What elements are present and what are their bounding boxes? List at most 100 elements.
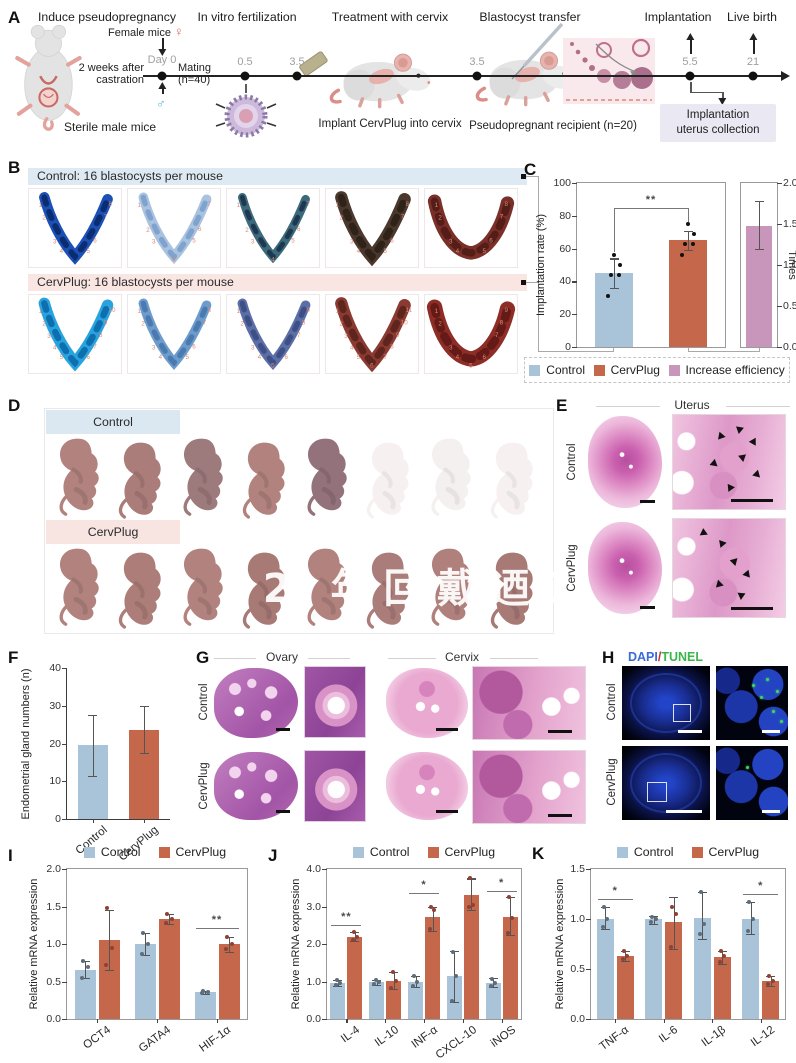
- data-point: [81, 959, 86, 964]
- ovary-zoom-cervplug: [304, 750, 366, 822]
- svg-text:2: 2: [245, 227, 249, 234]
- x-category-label: iNOS: [488, 1024, 518, 1050]
- svg-text:7: 7: [307, 201, 311, 208]
- control-swatch: [529, 364, 541, 376]
- error-cap: [164, 923, 174, 925]
- error-cap: [505, 934, 515, 936]
- x-tick: [346, 1019, 348, 1023]
- arrow-female-to-timeline: [162, 38, 164, 49]
- data-point: [109, 945, 114, 950]
- data-point: [139, 951, 144, 956]
- data-point: [372, 982, 377, 987]
- svg-text:7: 7: [203, 319, 207, 326]
- data-point: [449, 999, 454, 1004]
- y-tick: [777, 306, 782, 308]
- scale-bar: [436, 728, 458, 731]
- data-point: [201, 989, 206, 994]
- svg-text:11: 11: [406, 307, 413, 314]
- error-cap: [104, 910, 114, 912]
- error-cap: [411, 987, 420, 989]
- svg-text:7: 7: [495, 332, 499, 339]
- y-tick-label: 20: [49, 737, 61, 750]
- error-cap: [80, 977, 90, 979]
- data-point: [617, 272, 621, 277]
- data-point: [493, 980, 498, 985]
- cervix-overview-control: [386, 668, 468, 738]
- stage-treatment-cervix: Treatment with cervix: [331, 10, 449, 24]
- mating-label: Mating (n=40): [178, 62, 212, 86]
- svg-text:5: 5: [291, 237, 295, 244]
- x-category-label: INF-α: [409, 1024, 441, 1051]
- svg-text:5: 5: [483, 248, 487, 255]
- timeline-arrowhead: [781, 71, 790, 81]
- svg-text:1: 1: [138, 202, 142, 209]
- error-bar: [205, 990, 207, 994]
- timeline-dot-3-5a: [292, 71, 302, 81]
- pup-photo: [294, 435, 356, 518]
- svg-text:4: 4: [172, 257, 176, 264]
- divider: [308, 658, 350, 659]
- y-tick: [777, 183, 782, 185]
- bar-CervPlug-TNF-α: [616, 956, 634, 1019]
- error-bar: [144, 705, 146, 753]
- data-point: [351, 930, 356, 934]
- y-tick-label: 0: [565, 341, 571, 353]
- data-point: [337, 980, 342, 985]
- y-tick-label: 0.0: [46, 1013, 61, 1025]
- data-point: [649, 920, 654, 924]
- y-tick-label: 0.5: [783, 300, 796, 312]
- svg-text:4: 4: [357, 248, 361, 255]
- error-cap: [754, 248, 764, 250]
- data-point: [466, 904, 471, 909]
- bar-CervPlug-IL-1β: [713, 957, 731, 1019]
- svg-text:1: 1: [138, 308, 142, 315]
- panel-d-label: D: [8, 396, 21, 415]
- connector-square-control: [521, 174, 526, 179]
- error-cap: [372, 984, 382, 986]
- bracket-v2: [722, 92, 724, 98]
- stage-implantation: Implantation: [644, 10, 712, 24]
- data-point: [205, 990, 210, 994]
- svg-text:8: 8: [208, 307, 212, 314]
- stage-blastocyst-transfer: Blastocyst transfer: [479, 10, 581, 24]
- panel-a-illustration: [15, 22, 655, 138]
- svg-text:4: 4: [350, 344, 354, 351]
- y-tick-label: 2.0: [783, 177, 796, 189]
- tunel-zoom-control: [716, 666, 788, 740]
- efficiency-swatch: [668, 364, 680, 376]
- error-bar: [673, 897, 675, 949]
- svg-text:6: 6: [87, 354, 91, 361]
- bar-Control-IL-6: [645, 919, 663, 1019]
- bar-Control-GATA4: [134, 944, 156, 1019]
- panel-g-row-control: Control: [198, 683, 210, 721]
- svg-text:2: 2: [339, 214, 343, 221]
- error-cap: [104, 970, 114, 972]
- connector-line: [538, 351, 614, 352]
- tunel-overview-control: [622, 666, 710, 740]
- svg-text:1: 1: [39, 308, 43, 315]
- svg-text:1: 1: [237, 308, 241, 315]
- error-cap: [333, 986, 343, 988]
- data-point: [767, 974, 772, 978]
- panel-k-legend: Control CervPlug: [580, 845, 796, 859]
- data-point: [770, 979, 775, 983]
- y-tick: [572, 183, 577, 185]
- cervix-zoom-cervplug: [472, 750, 586, 824]
- connector-line: [759, 348, 760, 352]
- svg-text:6: 6: [285, 354, 289, 361]
- timeline-dot-5-5: [685, 71, 695, 81]
- ovary-overview-cervplug: [214, 752, 298, 820]
- bar-CervPlug-IL-12: [762, 981, 780, 1019]
- x-category-label: IL-10: [372, 1024, 402, 1050]
- panel-j-label: J: [268, 846, 278, 865]
- error-cap: [620, 961, 630, 963]
- error-cap: [683, 250, 693, 252]
- svg-text:3: 3: [53, 238, 57, 245]
- data-point: [411, 984, 416, 989]
- arrow-live-birth: [753, 40, 755, 54]
- panel-i-ylabel: Relative mRNA expression: [28, 878, 40, 1010]
- bar-CervPlug-HIF-1α: [218, 944, 240, 1019]
